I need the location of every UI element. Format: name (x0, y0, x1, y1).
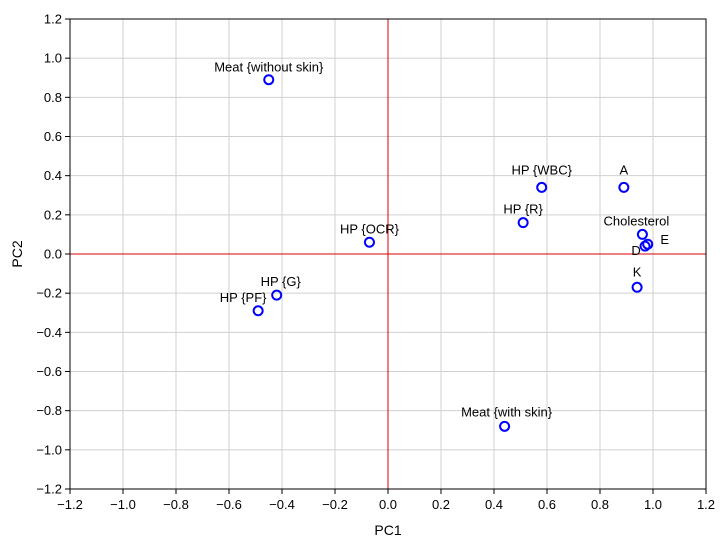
point-label: HP {WBC} (511, 162, 572, 177)
y-tick-label: −0.6 (36, 364, 62, 379)
data-point (263, 74, 275, 86)
data-points (252, 74, 654, 432)
data-point (517, 217, 529, 229)
y-tick-label: −1.0 (36, 442, 62, 457)
data-point (618, 181, 630, 193)
point-label: HP {OCR} (340, 221, 400, 236)
point-label: E (660, 232, 669, 247)
x-tick-label: 0.8 (591, 497, 609, 512)
x-tick-label: −0.8 (163, 497, 189, 512)
x-tick-label: 0.2 (432, 497, 450, 512)
point-label: HP {G} (261, 274, 302, 289)
x-tick-label: −0.4 (269, 497, 295, 512)
point-label: K (633, 264, 642, 279)
data-point (642, 238, 654, 250)
point-label: Meat {with skin} (461, 404, 553, 419)
point-label: Cholesterol (604, 213, 670, 228)
data-point (363, 236, 375, 248)
x-tick-label: −0.6 (216, 497, 242, 512)
x-tick-label: −1.2 (57, 497, 83, 512)
y-tick-label: −0.4 (36, 325, 62, 340)
y-tick-label: 0.4 (44, 168, 62, 183)
data-point (631, 281, 643, 293)
x-axis-label: PC1 (374, 522, 401, 538)
x-tick-label: 0.0 (379, 497, 397, 512)
x-tick-label: 1.0 (644, 497, 662, 512)
point-label: A (620, 162, 629, 177)
zero-reference-lines (70, 19, 706, 489)
y-axis-ticks: 1.2 1.0 0.8 0.6 0.4 0.2 0.0 −0.2 −0.4 −0.6 −0.8 −1.… (36, 12, 70, 497)
y-tick-label: 1.2 (44, 12, 62, 27)
x-tick-label: −0.2 (322, 497, 348, 512)
data-point (271, 289, 283, 301)
y-axis-label: PC2 (9, 240, 25, 267)
y-tick-label: 1.0 (44, 51, 62, 66)
point-label: HP {R} (503, 202, 543, 217)
data-point (639, 240, 651, 252)
y-tick-label: 0.0 (44, 247, 62, 262)
x-tick-label: −1.0 (110, 497, 136, 512)
data-point (636, 228, 648, 240)
y-tick-label: −0.2 (36, 286, 62, 301)
point-label: HP {PF} (220, 290, 267, 305)
x-tick-label: 1.2 (697, 497, 715, 512)
y-tick-label: −0.8 (36, 403, 62, 418)
x-tick-label: 0.4 (485, 497, 503, 512)
y-tick-label: 0.2 (44, 207, 62, 222)
y-tick-label: 0.8 (44, 90, 62, 105)
x-axis-ticks: −1.2 −1.0 −0.8 −0.6 −0.4 −0.2 0.0 0.2 0.4 0.6 0.8 1… (57, 489, 715, 512)
x-tick-label: 0.6 (538, 497, 556, 512)
point-labels: Meat {without skin} HP {WBC} A HP {R} Choles… (214, 60, 669, 420)
data-point (499, 420, 511, 432)
y-tick-label: 0.6 (44, 129, 62, 144)
point-label: D (631, 243, 640, 258)
data-point (536, 181, 548, 193)
point-label: Meat {without skin} (214, 60, 324, 75)
y-tick-label: −1.2 (36, 482, 62, 497)
data-point (252, 305, 264, 317)
